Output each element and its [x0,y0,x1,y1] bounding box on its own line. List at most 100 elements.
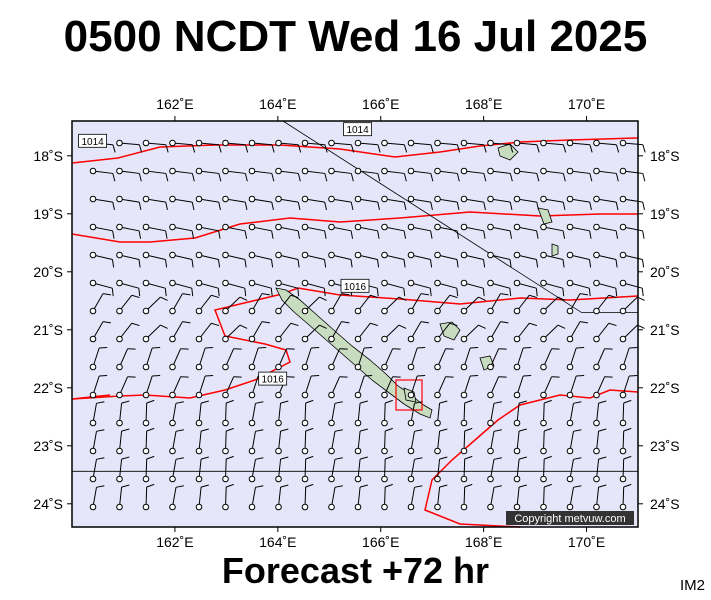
barb-shaft [596,322,610,340]
barb-station [222,279,229,287]
barb-shaft [622,486,625,508]
barb-feather [191,173,195,182]
barb-shaft [172,487,177,508]
barb-station [381,503,388,511]
barb-station [619,447,627,455]
barb-feather [518,484,527,488]
barb-shaft [331,376,341,396]
barb-station [142,167,150,175]
barb-station [89,447,97,455]
barb-station [169,167,176,175]
barb-feather [483,173,487,182]
lon-label-bottom: 168˚E [465,534,502,550]
barb-feather [641,259,645,268]
barb-shaft [490,282,510,289]
barb-feather [535,288,538,297]
isobar-label: 1014 [78,133,107,148]
barb-feather [535,259,539,268]
barb-station [566,363,574,371]
barb-shaft [331,431,336,452]
barb-station [566,475,574,483]
barb-station [248,251,256,259]
isobar-label-box [258,371,288,386]
barb-feather [509,230,513,239]
barb-shaft [516,487,520,508]
barb-station [248,335,256,343]
barb-station [248,279,256,287]
barb-station [434,139,441,147]
barb-station [354,335,362,343]
isobar-label-box [343,122,372,137]
barb-station [407,139,415,147]
isobar-label-text: 1016 [344,282,367,293]
barb-shaft [384,324,400,340]
barb-shaft [145,254,166,260]
barb-station [328,251,335,259]
barb-station [407,447,415,455]
barb-shaft [410,375,418,396]
barb-feather [297,230,301,239]
barb-feather [478,324,486,329]
lat-label-right: 23˚S [650,438,680,454]
isobar-label-text: 1016 [262,375,285,386]
barb-feather [588,288,591,297]
barb-station [487,419,494,427]
barb-shaft [569,375,577,396]
barb-shaft [463,254,484,260]
isobar-line [424,389,639,528]
barb-feather [482,259,486,268]
barb-feather [385,427,393,432]
barb-feather [255,429,264,432]
barb-station [142,335,150,343]
barb-station [328,335,335,343]
barb-feather [385,483,393,488]
barb-station [434,279,441,287]
barb-station [116,139,123,147]
barb-feather [430,144,434,153]
lon-label-top: 166˚E [362,96,399,112]
barb-station [354,447,362,455]
barb-feather [456,173,460,182]
barb-feather [297,259,300,268]
lat-label-right: 22˚S [650,380,680,396]
barb-shaft [490,487,495,508]
barb-station [222,307,229,315]
barb-station [513,307,521,315]
barb-station [195,363,203,371]
barb-shaft [490,348,500,368]
barb-shaft [622,347,630,368]
barb-station [513,251,521,259]
barb-station [593,475,600,483]
barb-station [566,335,574,343]
barb-station [593,251,600,259]
barb-shaft [622,402,625,424]
barb-station [301,447,309,455]
barb-station [619,167,627,175]
barb-shaft [251,293,263,312]
barb-shaft [357,322,371,340]
barb-station [301,195,309,203]
barb-shaft [119,254,140,260]
barb-station [407,251,415,259]
barb-station [116,195,123,203]
barb-station [275,475,282,483]
barb-shaft [622,375,630,396]
barb-feather [562,202,566,211]
barb-shaft [543,458,545,480]
barb-feather [430,173,434,182]
barb-feather [218,230,221,239]
barb-feather [96,457,105,460]
barb-station [301,167,309,175]
barb-shaft [357,431,361,452]
barb-feather [544,455,552,460]
barb-feather [191,202,195,211]
barb-shaft [357,254,378,260]
barb-feather [370,294,379,299]
barb-feather [439,484,448,488]
barb-station [195,307,203,315]
barb-station [381,419,388,427]
barb-feather [500,321,509,324]
barb-feather [138,288,141,297]
barb-station [487,167,494,175]
barb-shaft [251,254,272,260]
